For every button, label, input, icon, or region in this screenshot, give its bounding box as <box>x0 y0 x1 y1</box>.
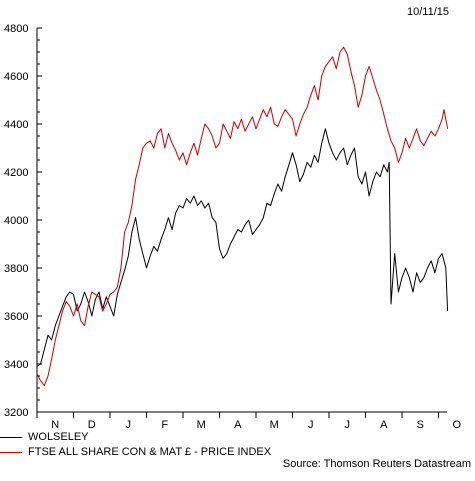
y-tick-label: 3800 <box>4 263 28 275</box>
x-tick-label: S <box>417 419 424 431</box>
series-line-wolseley <box>36 128 449 367</box>
y-tick-label: 4600 <box>4 71 28 83</box>
series-lines <box>36 46 449 387</box>
y-tick-label: 3400 <box>4 359 28 371</box>
legend-label-wolseley: WOLSELEY <box>28 431 89 443</box>
x-tick-label: D <box>88 419 96 431</box>
y-tick-label: 3200 <box>4 407 28 419</box>
y-tick-label: 4000 <box>4 215 28 227</box>
legend-label-ftse: FTSE ALL SHARE CON & MAT £ - PRICE INDEX <box>28 446 272 458</box>
legend-swatch-ftse <box>0 451 22 453</box>
x-axis: NDJFMAMJJASON <box>36 411 461 431</box>
x-tick-label: N <box>51 419 59 431</box>
x-tick-label: J <box>308 419 314 431</box>
y-tick-label: 4200 <box>4 167 28 179</box>
y-tick-label: 3600 <box>4 311 28 323</box>
x-tick-label: J <box>345 419 351 431</box>
legend-item-wolseley: WOLSELEY <box>0 430 89 444</box>
x-tick-label: A <box>234 419 242 431</box>
y-tick-label: 4400 <box>4 119 28 131</box>
x-tick-label: O <box>452 419 461 431</box>
source-note: Source: Thomson Reuters Datastream <box>282 458 471 470</box>
x-tick-label: M <box>197 419 206 431</box>
x-tick-label: J <box>126 419 132 431</box>
x-tick-label: M <box>270 419 279 431</box>
series-line-ftse <box>36 46 449 387</box>
y-axis: 3200 3400 3600 3800 4000 4200 4400 4600 4800 <box>4 23 42 419</box>
x-tick-label: F <box>161 419 168 431</box>
y-tick-label: 4800 <box>4 23 28 35</box>
x-tick-label: A <box>380 419 388 431</box>
legend-swatch-wolseley <box>0 436 22 438</box>
legend-item-ftse: FTSE ALL SHARE CON & MAT £ - PRICE INDEX <box>0 445 271 459</box>
date-stamp: 10/11/15 <box>406 6 449 18</box>
